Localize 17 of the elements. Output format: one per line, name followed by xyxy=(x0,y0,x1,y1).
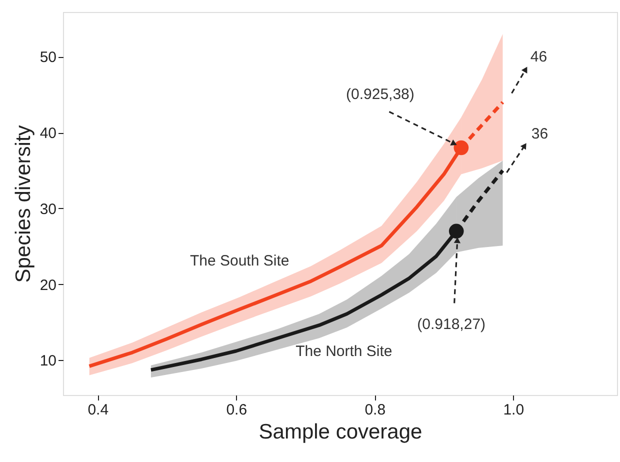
y-tick-label: 20 xyxy=(40,276,56,294)
y-tick-label: 10 xyxy=(40,352,56,370)
x-tick-label: 1.0 xyxy=(503,402,524,418)
y-tick-label: 40 xyxy=(40,125,56,142)
annotation: 36 xyxy=(531,126,548,143)
x-tick-label: 0.6 xyxy=(226,402,248,418)
y-tick-label: 50 xyxy=(40,49,56,66)
y-tick-label: 30 xyxy=(40,200,56,218)
annotation: (0.925,38) xyxy=(346,86,414,103)
x-axis-title: Sample coverage xyxy=(258,420,422,444)
x-tick-label: 0.8 xyxy=(364,402,386,418)
x-tick-label: 0.4 xyxy=(88,402,109,418)
series-label: The South Site xyxy=(190,252,290,270)
annotation: (0.918,27) xyxy=(417,316,486,334)
y-axis-title: Species diversity xyxy=(12,124,35,283)
annotation: 46 xyxy=(530,48,548,66)
series-label: The North Site xyxy=(296,342,392,360)
